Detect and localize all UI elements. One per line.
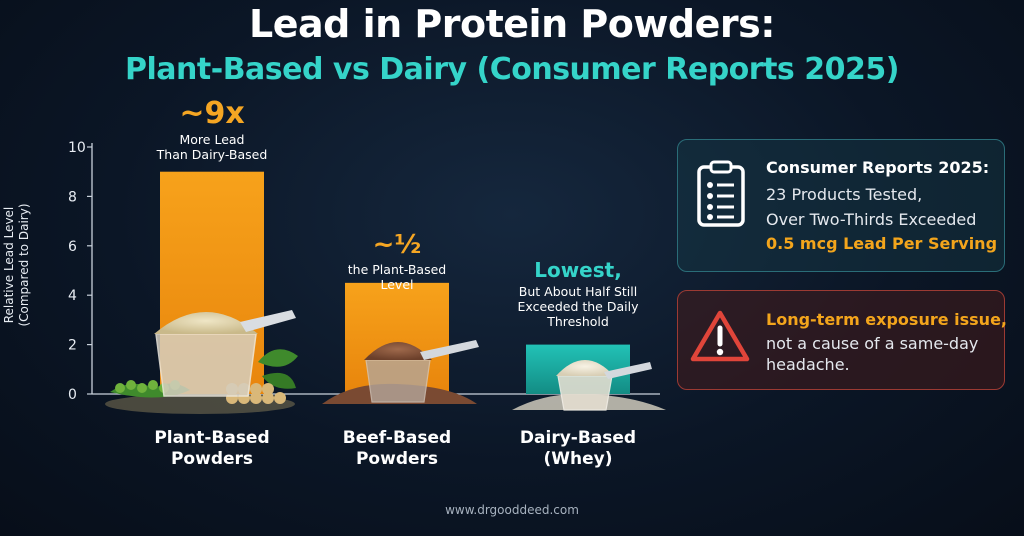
warning-card-line-1: not a cause of a same-day xyxy=(766,334,979,353)
beef-scoop xyxy=(420,340,479,360)
category-label-line: Dairy-Based xyxy=(519,428,637,448)
soybean xyxy=(250,383,262,395)
bar-annotation-text: the Plant-Based xyxy=(347,262,447,277)
bar-annotation-text: More Lead xyxy=(179,132,245,147)
footer-url: www.drgooddeed.com xyxy=(445,503,579,517)
dairy-scoop xyxy=(604,362,652,379)
pea xyxy=(137,383,147,393)
powder-decorations xyxy=(105,310,666,414)
soybean xyxy=(262,383,274,395)
warning-card-heading: Long-term exposure issue, xyxy=(766,310,1007,329)
pea xyxy=(148,380,158,390)
report-card-line-2: Over Two-Thirds Exceeded xyxy=(766,210,977,229)
bar-annotation-text: But About Half Still xyxy=(518,284,638,299)
leaf xyxy=(262,372,296,389)
page-title: Lead in Protein Powders: xyxy=(249,2,775,46)
soybean xyxy=(262,392,274,404)
bar-annotation-headline: ~½ xyxy=(372,230,422,260)
category-label-line: Powders xyxy=(355,449,439,469)
exposure-warning-card xyxy=(677,290,1005,390)
clipboard-checklist-icon xyxy=(697,160,745,227)
bar-annotation-headline: Lowest, xyxy=(534,258,622,282)
page-subtitle: Plant-Based vs Dairy (Consumer Reports 2… xyxy=(125,52,899,87)
y-axis-label-line-2: (Compared to Dairy) xyxy=(17,203,31,327)
bar-annotation-text: Exceeded the Daily xyxy=(517,299,639,314)
pea xyxy=(126,380,136,390)
y-tick-label: 10 xyxy=(68,140,86,156)
bar-annotation-text: Threshold xyxy=(547,314,609,329)
category-label: Dairy-Based (Whey) xyxy=(498,428,658,470)
soybean xyxy=(250,392,262,404)
category-label: Plant-Based Powders xyxy=(132,428,292,470)
category-label-line: Powders xyxy=(170,449,254,469)
category-label: Beef-Based Powders xyxy=(317,428,477,470)
y-axis-label-line-1: Relative Lead Level xyxy=(2,206,16,324)
category-label-line: (Whey) xyxy=(543,449,613,469)
plant-scoop xyxy=(240,310,296,332)
y-tick-label: 4 xyxy=(68,288,77,304)
plant-powder-mound xyxy=(154,312,258,334)
y-tick-label: 8 xyxy=(68,189,77,205)
category-label-line: Plant-Based xyxy=(154,428,270,448)
report-card-heading: Consumer Reports 2025: xyxy=(766,158,990,177)
beef-powder-tub xyxy=(365,359,431,403)
y-tick-label: 6 xyxy=(68,239,77,255)
bar-annotation-text: Level xyxy=(380,277,414,292)
dairy-powder-mound xyxy=(556,360,614,376)
report-card-line-1: 23 Products Tested, xyxy=(766,185,923,204)
soybean xyxy=(274,392,286,404)
beef-powder-mound xyxy=(364,342,432,360)
pea xyxy=(115,383,125,393)
leaf xyxy=(258,349,298,367)
warning-card-line-2: headache. xyxy=(766,355,850,374)
bar-annotation-text: Than Dairy-Based xyxy=(156,147,268,162)
category-label-line: Beef-Based xyxy=(342,428,452,448)
y-axis-label: Relative Lead Level (Compared to Dairy) xyxy=(2,200,32,330)
plant-powder-tub xyxy=(155,333,257,397)
y-tick-label: 2 xyxy=(68,338,77,354)
y-tick-label: 0 xyxy=(68,387,77,403)
dairy-powder-tub xyxy=(557,375,613,411)
report-card-highlight: 0.5 mcg Lead Per Serving xyxy=(766,234,998,253)
bar-annotation-headline: ~9x xyxy=(179,96,245,131)
warning-triangle-icon xyxy=(690,310,750,362)
